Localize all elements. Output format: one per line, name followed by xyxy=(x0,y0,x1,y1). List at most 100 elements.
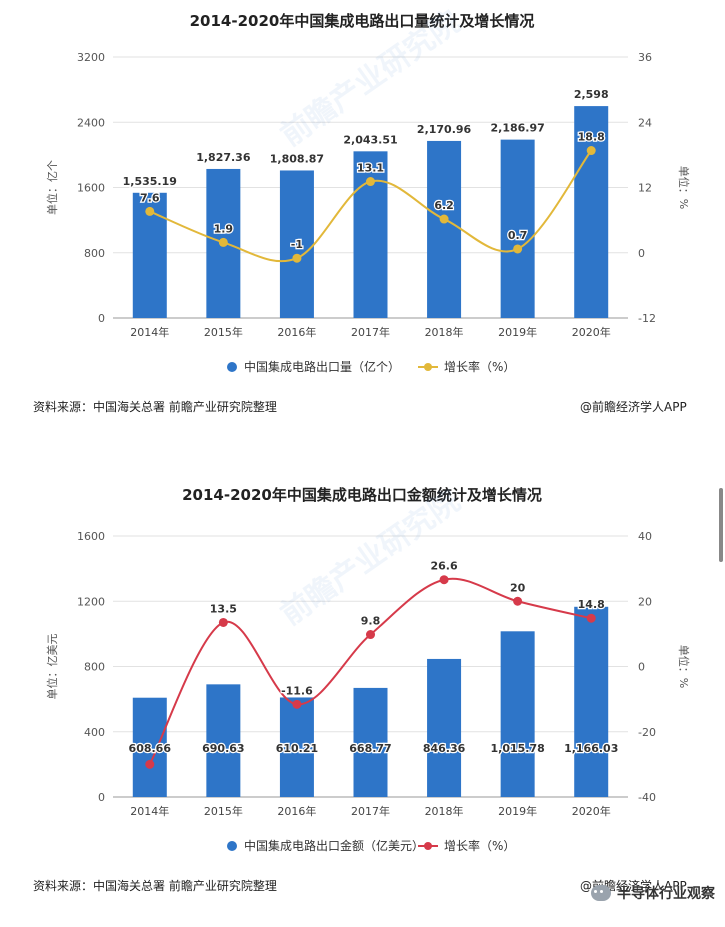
growth-value-label: 26.6 xyxy=(431,560,458,573)
bar-value-label: 1,166.03 xyxy=(564,742,618,755)
x-tick-label: 2016年 xyxy=(277,804,316,818)
x-tick-label: 2016年 xyxy=(277,325,316,339)
source-note-2: 资料来源：中国海关总署 前瞻产业研究院整理 xyxy=(33,879,277,893)
y2-axis-title: 单位：% xyxy=(677,645,691,688)
x-tick-label: 2017年 xyxy=(351,804,390,818)
bar-5 xyxy=(427,140,462,318)
scrollbar[interactable] xyxy=(719,488,723,562)
growth-value-label: -1 xyxy=(291,238,303,251)
y2-axis-title: 单位：% xyxy=(677,166,691,209)
bar-3 xyxy=(279,170,314,318)
bar-value-label: 610.21 xyxy=(276,742,318,755)
legend-bar-label: 中国集成电路出口量（亿个） xyxy=(244,359,400,374)
bar-value-label: 690.63 xyxy=(202,742,244,755)
legend-line-label: 增长率（%） xyxy=(444,838,515,853)
growth-point-4 xyxy=(366,630,375,640)
legend-line-dot xyxy=(424,842,432,850)
y-tick-label: 2400 xyxy=(77,116,105,129)
y-axis-title: 单位：亿个 xyxy=(45,160,59,215)
legend-line-dot xyxy=(424,363,432,371)
bar-value-label: 1,535.19 xyxy=(123,175,177,188)
x-tick-label: 2019年 xyxy=(498,325,537,339)
x-tick-label: 2020年 xyxy=(572,325,611,339)
bar-1 xyxy=(132,697,167,797)
bar-2 xyxy=(206,684,241,797)
watermark: 前瞻产业研究院 xyxy=(275,483,467,632)
x-tick-label: 2015年 xyxy=(204,804,243,818)
y-tick-label: 0 xyxy=(98,791,105,804)
bar-value-label: 608.66 xyxy=(129,742,172,755)
bar-value-label: 668.77 xyxy=(349,742,391,755)
growth-value-label: 9.8 xyxy=(361,615,381,628)
growth-point-7 xyxy=(586,613,596,623)
growth-rate-line xyxy=(148,577,592,765)
wechat-account-name: 半导体行业观察 xyxy=(617,886,715,902)
bar-4 xyxy=(353,687,388,797)
growth-point-5 xyxy=(439,214,449,224)
x-tick-label: 2015年 xyxy=(204,325,243,339)
y-axis-title: 单位：亿美元 xyxy=(45,634,59,700)
bar-3 xyxy=(279,697,314,797)
export-volume-chart: 2014-2020年中国集成电路出口量统计及增长情况 0 800 1600 2400 32… xyxy=(45,4,691,374)
growth-point-2 xyxy=(218,237,228,247)
x-tick-label: 2019年 xyxy=(498,804,537,818)
growth-point-1 xyxy=(145,206,155,216)
brand-note-1: @前瞻经济学人APP xyxy=(580,400,687,414)
y2-tick-label: 20 xyxy=(638,595,652,608)
growth-value-label: 20 xyxy=(510,581,526,594)
x-tick-label: 2017年 xyxy=(351,325,390,339)
bar-value-label: 1,808.87 xyxy=(270,152,324,165)
y2-tick-label: 0 xyxy=(638,247,645,260)
chart-title: 2014-2020年中国集成电路出口量统计及增长情况 xyxy=(190,12,535,30)
bar-7 xyxy=(574,106,609,319)
y-tick-label: 400 xyxy=(84,726,105,739)
y2-tick-label: 12 xyxy=(638,182,652,195)
y-tick-label: 3200 xyxy=(77,51,105,64)
bar-5 xyxy=(427,658,462,797)
bar-value-label: 2,170.96 xyxy=(417,123,472,136)
bar-value-label: 2,598 xyxy=(574,88,609,101)
y-tick-label: 1600 xyxy=(77,530,105,543)
growth-value-label: -11.6 xyxy=(281,684,313,697)
bar-value-label: 846.36 xyxy=(423,742,466,755)
wechat-account-badge[interactable]: 半导体行业观察 xyxy=(591,883,715,903)
y-tick-label: 800 xyxy=(84,661,105,674)
bar-6 xyxy=(500,631,535,797)
y-tick-label: 800 xyxy=(84,247,105,260)
growth-point-4 xyxy=(366,177,375,187)
y2-tick-label: 0 xyxy=(638,661,645,674)
bar-value-label: 2,186.97 xyxy=(491,122,545,135)
growth-value-label: 0.7 xyxy=(508,229,528,242)
growth-value-label: 14.8 xyxy=(578,598,605,611)
growth-point-6 xyxy=(513,596,523,606)
y2-tick-label: -12 xyxy=(638,312,656,325)
bar-7 xyxy=(574,606,609,797)
y2-tick-label: 40 xyxy=(638,530,652,543)
chart-title: 2014-2020年中国集成电路出口金额统计及增长情况 xyxy=(182,486,542,504)
growth-point-6 xyxy=(513,244,523,254)
x-tick-label: 2018年 xyxy=(425,325,464,339)
y-tick-label: 1200 xyxy=(77,595,105,608)
growth-value-label: 1.9 xyxy=(214,222,234,235)
x-tick-label: 2020年 xyxy=(572,804,611,818)
bar-value-label: 1,015.78 xyxy=(491,742,545,755)
legend-line-label: 增长率（%） xyxy=(444,359,515,374)
legend-bar-marker xyxy=(227,362,237,372)
growth-value-label: 13.5 xyxy=(210,602,237,615)
y2-tick-label: -20 xyxy=(638,726,656,739)
growth-value-label: 13.1 xyxy=(357,162,384,175)
growth-point-3 xyxy=(292,699,302,709)
legend-bar-label: 中国集成电路出口金额（亿美元） xyxy=(244,838,424,853)
growth-point-2 xyxy=(218,617,228,627)
bar-value-label: 1,827.36 xyxy=(196,151,251,164)
source-note-1: 资料来源：中国海关总署 前瞻产业研究院整理 xyxy=(33,400,277,414)
growth-point-3 xyxy=(292,253,302,263)
growth-point-7 xyxy=(586,146,596,156)
growth-value-label: 6.2 xyxy=(434,199,454,212)
y2-tick-label: 36 xyxy=(638,51,652,64)
y-tick-label: 0 xyxy=(98,312,105,325)
x-tick-label: 2018年 xyxy=(425,804,464,818)
bar-value-label: 2,043.51 xyxy=(343,133,397,146)
bar-6 xyxy=(500,139,535,318)
